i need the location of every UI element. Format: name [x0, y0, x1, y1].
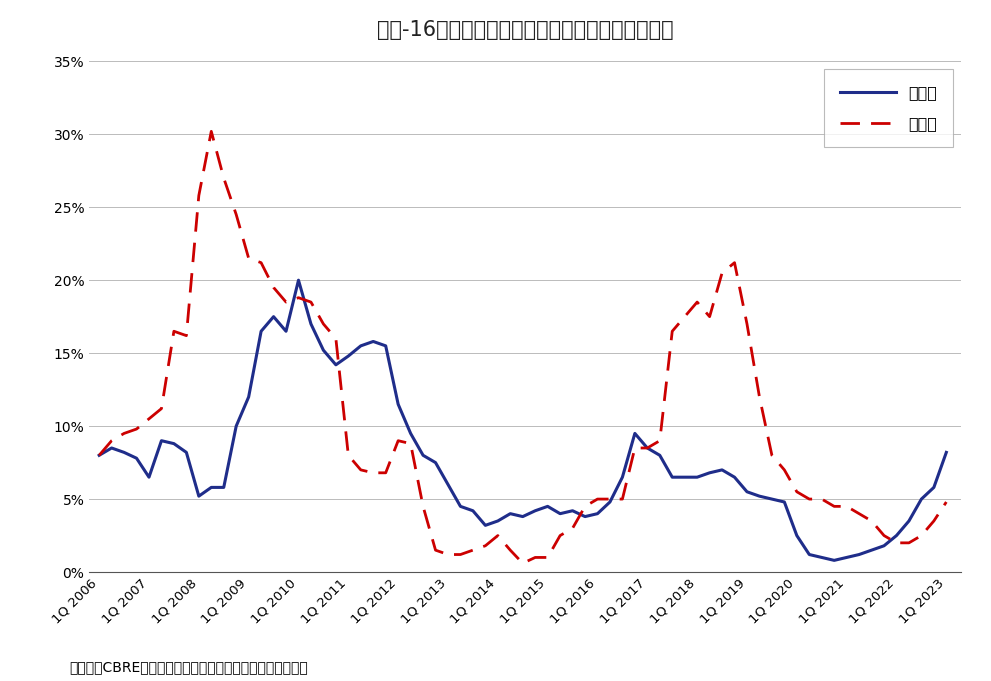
- Legend: 首都圏, 近畿圏: 首都圏, 近畿圏: [824, 69, 953, 147]
- 近畿圏: [156, 405, 167, 413]
- Text: （出所）CBREのデータをもとにニッセイ基礎研究所が作成: （出所）CBREのデータをもとにニッセイ基礎研究所が作成: [69, 660, 308, 674]
- 近畿圏: [928, 517, 939, 525]
- Title: 図表-16　大型マルチテナント型物流施設の空室率: 図表-16 大型マルチテナント型物流施設の空室率: [377, 20, 674, 40]
- Line: 首都圏: 首都圏: [99, 280, 946, 560]
- 首都圏: [592, 509, 604, 518]
- 首都圏: [255, 327, 267, 335]
- 近畿圏: [516, 559, 528, 567]
- Line: 近畿圏: 近畿圏: [99, 131, 946, 563]
- 近畿圏: [243, 254, 255, 262]
- 首都圏: [156, 437, 167, 445]
- 近畿圏: [940, 498, 952, 506]
- 近畿圏: [205, 127, 217, 136]
- 首都圏: [753, 492, 765, 501]
- 首都圏: [828, 556, 840, 565]
- 首都圏: [928, 484, 939, 492]
- 首都圏: [230, 422, 242, 430]
- 首都圏: [292, 276, 304, 284]
- 近畿圏: [766, 452, 778, 460]
- 近畿圏: [93, 452, 105, 460]
- 近畿圏: [268, 283, 279, 291]
- 近畿圏: [604, 495, 615, 503]
- 首都圏: [940, 448, 952, 456]
- 首都圏: [93, 452, 105, 460]
